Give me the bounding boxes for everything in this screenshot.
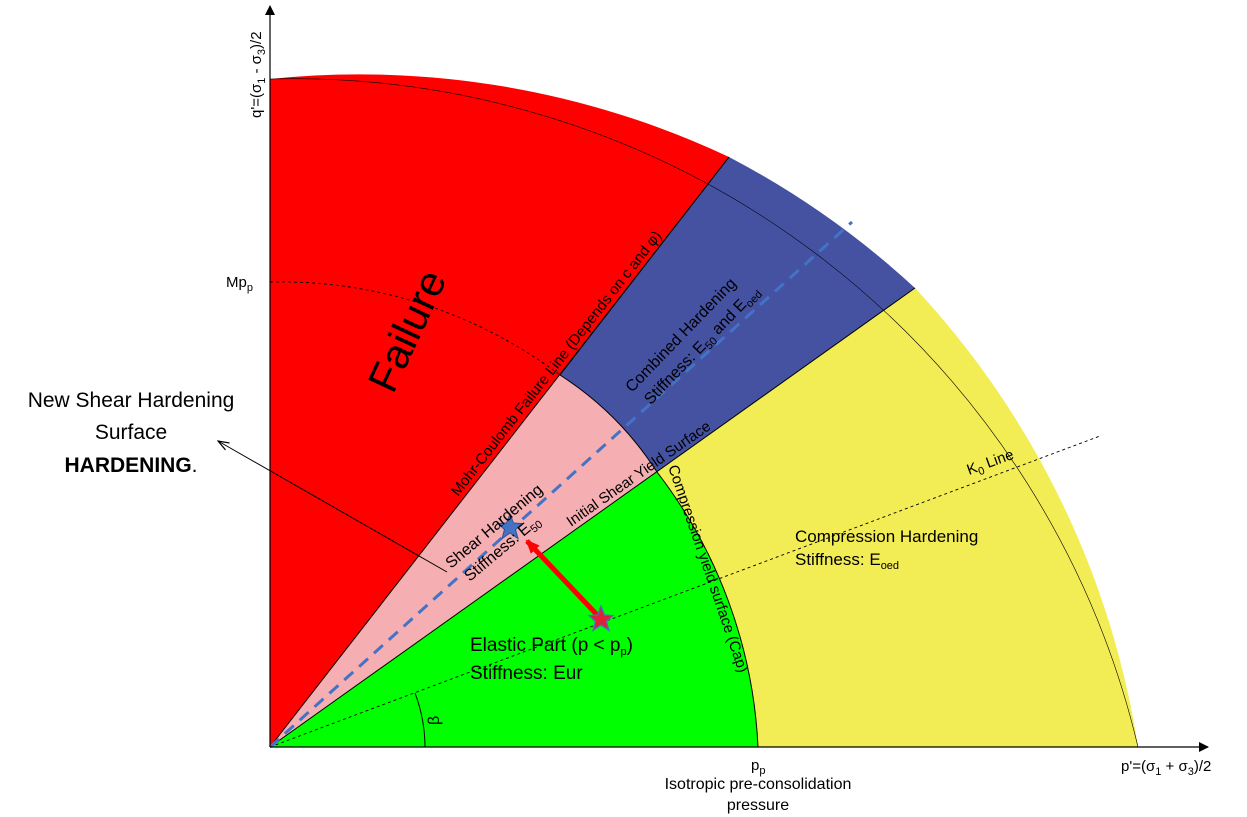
initial-stress-star-icon xyxy=(587,604,615,633)
new-stress-star-icon xyxy=(496,512,524,540)
shear-hardening-region xyxy=(270,375,657,747)
combined-boundary-line xyxy=(559,156,730,376)
failure-region xyxy=(270,74,729,747)
compression-hardening-region xyxy=(657,288,1138,747)
compression-label-line2: Stiffness: Eoed xyxy=(795,550,899,572)
combined-hardening-region xyxy=(560,157,915,472)
elastic-label-line1: Elastic Part (p < pp) xyxy=(470,635,633,658)
beta-arc xyxy=(414,692,426,748)
x-axis-label: p'=(σ1 + σ3)/2 xyxy=(1121,758,1211,778)
compression-cap-arc xyxy=(656,471,759,748)
callout-line1: New Shear Hardening xyxy=(28,389,235,412)
x-tick-caption-line1: Isotropic pre-consolidation xyxy=(665,776,852,793)
callout-pointer xyxy=(218,441,448,573)
callout-line3: HARDENING. xyxy=(64,454,197,477)
initial-shear-yield-line xyxy=(269,287,916,748)
stress-increment-arrow xyxy=(525,539,603,621)
elastic-label-line2: Stiffness: Eur xyxy=(470,663,583,684)
x-tick-caption-line2: pressure xyxy=(727,797,789,814)
y-tick-mpp: Mpp xyxy=(226,274,253,294)
y-axis-label: q'=(σ1 - σ3)/2 xyxy=(248,31,268,118)
elastic-region xyxy=(270,472,758,747)
outer-arc xyxy=(269,78,1139,748)
beta-label: β xyxy=(426,716,443,725)
callout-line2: Surface xyxy=(95,421,167,444)
x-tick-pp: pp xyxy=(751,757,765,777)
stress-path-dashed xyxy=(268,220,854,749)
compression-label-line1: Compression Hardening xyxy=(795,527,978,546)
shear-hardening-arc xyxy=(559,374,658,473)
k0-line xyxy=(269,435,1101,748)
